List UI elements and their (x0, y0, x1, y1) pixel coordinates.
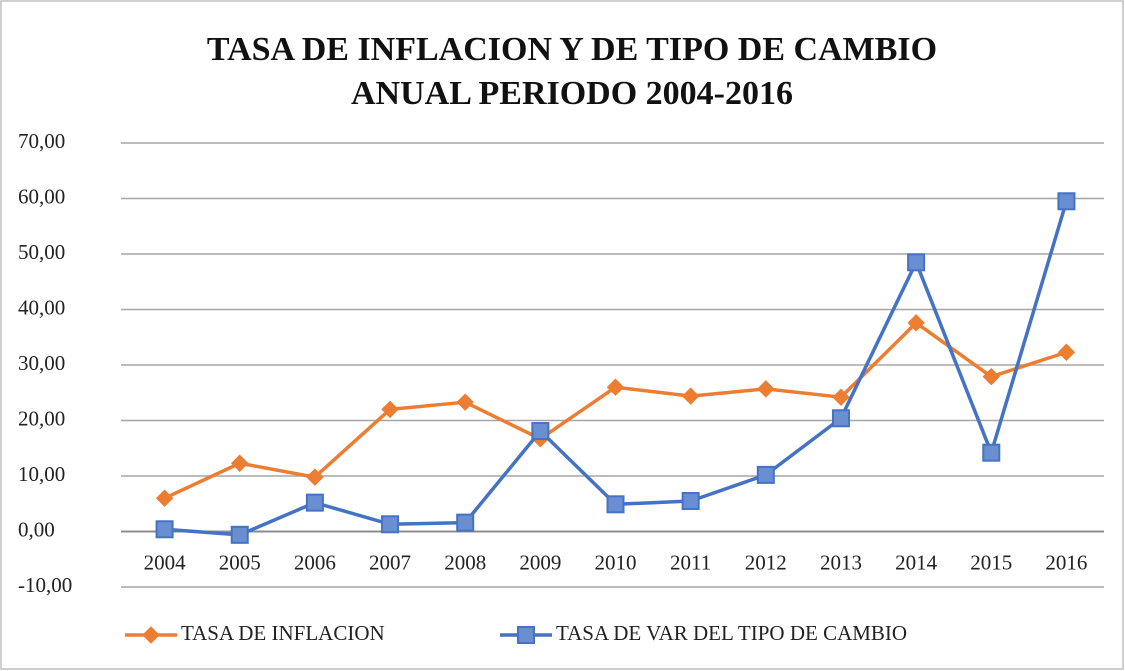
data-point (306, 468, 324, 486)
x-tick-label: 2008 (444, 550, 486, 574)
y-tick-label: 0,00 (18, 517, 55, 541)
y-tick-label: 30,00 (18, 351, 65, 375)
y-tick-label: 20,00 (18, 406, 65, 430)
data-point (681, 491, 700, 510)
data-point (1057, 343, 1076, 361)
x-tick-label: 2009 (519, 550, 561, 574)
data-point (831, 409, 850, 428)
data-point (230, 525, 249, 544)
y-tick-label: 10,00 (18, 462, 65, 486)
x-tick-label: 2012 (745, 550, 787, 574)
data-point (907, 253, 926, 272)
data-point (155, 489, 174, 507)
legend-label: TASA DE VAR DEL TIPO DE CAMBIO (556, 621, 907, 645)
data-point (1057, 192, 1076, 211)
data-point (606, 378, 625, 396)
data-point (756, 465, 775, 484)
legend-marker (142, 626, 160, 644)
y-tick-label: 70,00 (18, 129, 65, 153)
x-tick-label: 2015 (970, 550, 1012, 574)
x-tick-label: 2004 (144, 550, 187, 574)
data-point (155, 520, 174, 539)
data-point (982, 367, 1000, 386)
x-tick-label: 2006 (294, 550, 336, 574)
legend-marker (517, 626, 535, 644)
data-point (305, 493, 324, 512)
data-point (832, 388, 850, 406)
chart-title: TASA DE INFLACION Y DE TIPO DE CAMBIO (207, 31, 937, 68)
legend-label: TASA DE INFLACION (181, 621, 385, 645)
x-tick-label: 2010 (595, 550, 637, 574)
data-point (982, 443, 1001, 462)
x-tick-label: 2014 (895, 550, 938, 574)
data-point (456, 393, 474, 411)
y-tick-label: 60,00 (18, 184, 65, 208)
x-tick-label: 2005 (219, 550, 261, 574)
x-tick-label: 2007 (369, 550, 411, 574)
data-point (381, 515, 400, 534)
y-tick-label: 40,00 (18, 295, 65, 319)
data-point (231, 454, 249, 472)
x-tick-label: 2016 (1045, 550, 1087, 574)
data-point (456, 513, 475, 532)
data-point (381, 400, 399, 419)
data-point (531, 422, 550, 441)
y-tick-label: -10,00 (18, 573, 72, 597)
data-point (606, 495, 625, 514)
chart-title: ANUAL PERIODO 2004-2016 (351, 75, 793, 112)
x-tick-label: 2011 (670, 550, 711, 574)
x-tick-label: 2013 (820, 550, 862, 574)
y-tick-label: 50,00 (18, 240, 65, 264)
data-point (907, 314, 925, 332)
data-point (757, 380, 775, 398)
data-point (681, 387, 700, 405)
